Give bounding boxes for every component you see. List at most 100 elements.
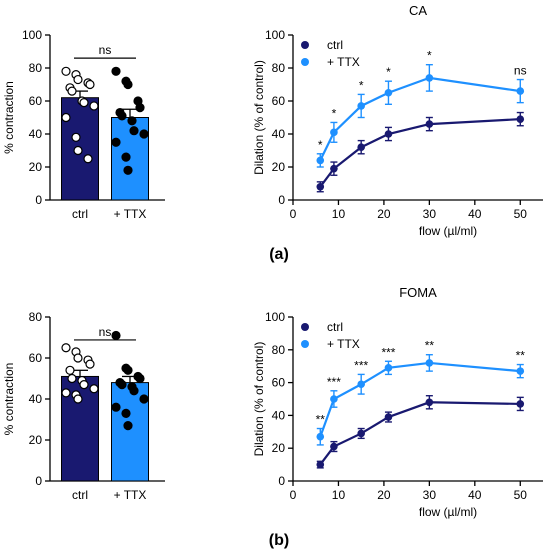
significance-label: *** xyxy=(327,375,341,389)
data-point xyxy=(384,130,393,138)
x-tick-label: ctrl xyxy=(72,488,88,502)
x-tick-label: 30 xyxy=(423,488,437,502)
y-axis-title: Dilation (% of control) xyxy=(252,60,266,175)
data-point xyxy=(61,343,71,353)
significance-label: * xyxy=(427,49,432,63)
significance-label: ** xyxy=(425,339,435,353)
data-point xyxy=(425,359,434,367)
y-tick-label: 20 xyxy=(29,160,43,174)
data-point xyxy=(85,359,95,369)
data-point xyxy=(425,398,434,407)
data-point xyxy=(357,143,365,151)
series-line xyxy=(319,401,521,466)
data-point xyxy=(121,408,131,418)
significance-label: *** xyxy=(381,345,395,359)
y-tick-label: 40 xyxy=(272,408,286,422)
y-tick-label: 60 xyxy=(272,94,286,108)
y-tick-label: 100 xyxy=(265,28,285,42)
y-tick-label: 0 xyxy=(278,474,285,488)
x-tick-label: 50 xyxy=(514,488,528,502)
data-point xyxy=(61,388,71,398)
data-point xyxy=(384,364,393,372)
x-tick-label: 50 xyxy=(514,207,528,221)
data-point xyxy=(65,365,75,375)
data-point xyxy=(73,394,83,404)
y-tick-label: 40 xyxy=(272,127,286,141)
data-point xyxy=(135,373,145,384)
series-line xyxy=(319,118,521,188)
panel-b-line-chart: FOMA 0 20 40 60 80 100 0 10 20 30 40 50 flow (µl/ml) D… xyxy=(252,285,543,519)
y-tick-label: 80 xyxy=(29,310,43,324)
data-point xyxy=(61,112,71,123)
legend-marker xyxy=(301,340,309,348)
data-point xyxy=(73,74,83,85)
x-axis-title: flow (µl/ml) xyxy=(419,224,477,238)
data-point xyxy=(316,156,325,165)
data-point xyxy=(516,367,525,375)
data-point xyxy=(357,102,365,110)
data-point xyxy=(357,429,365,438)
x-tick-label: 40 xyxy=(468,207,482,221)
legend-label: ctrl xyxy=(327,38,343,52)
legend-marker xyxy=(301,323,309,331)
x-tick-label: ctrl xyxy=(72,207,88,221)
data-point xyxy=(67,86,77,96)
legend-marker xyxy=(301,58,309,66)
data-point xyxy=(67,373,77,384)
panel-a-bar-chart: 0 20 40 60 80 100 % contraction ctrl + TTX ns xyxy=(2,28,165,221)
x-tick-label: 0 xyxy=(290,488,297,502)
data-point xyxy=(123,365,133,375)
x-tick-label: + TTX xyxy=(114,488,147,502)
data-point xyxy=(129,126,139,136)
x-tick-label: 0 xyxy=(290,207,297,221)
y-tick-label: 20 xyxy=(29,433,43,447)
data-point xyxy=(117,380,127,390)
significance-label: *** xyxy=(354,358,368,372)
significance-label: ns xyxy=(99,325,112,339)
data-point xyxy=(79,380,89,390)
y-axis-title: % contraction xyxy=(2,81,16,154)
legend-label: ctrl xyxy=(327,320,343,334)
y-tick-label: 0 xyxy=(278,193,285,207)
y-tick-label: 40 xyxy=(29,392,43,406)
data-point xyxy=(516,115,525,123)
y-tick-label: 20 xyxy=(272,160,286,174)
data-point xyxy=(79,98,89,108)
x-tick-label: 20 xyxy=(377,488,391,502)
series-line xyxy=(319,361,521,438)
x-tick-label: 40 xyxy=(468,488,482,502)
data-point xyxy=(71,132,81,142)
data-point xyxy=(123,421,133,431)
data-point xyxy=(83,154,93,164)
data-point xyxy=(316,432,325,441)
y-tick-label: 80 xyxy=(272,61,286,75)
data-point xyxy=(111,66,121,76)
significance-label: ns xyxy=(99,43,112,57)
panel-label-b: (b) xyxy=(269,532,289,549)
y-axis-title: Dilation (% of control) xyxy=(252,342,266,457)
data-point xyxy=(330,442,338,451)
data-point xyxy=(425,120,434,128)
panel-label-a: (a) xyxy=(269,246,289,263)
significance-label: ns xyxy=(514,64,527,78)
data-point xyxy=(89,101,99,111)
y-tick-label: 80 xyxy=(29,61,43,75)
y-tick-label: 100 xyxy=(22,28,42,42)
data-point xyxy=(61,66,71,76)
x-tick-label: 30 xyxy=(423,207,437,221)
series-line xyxy=(319,76,521,161)
data-point xyxy=(516,87,525,95)
x-tick-label: 10 xyxy=(332,488,346,502)
data-point xyxy=(516,400,525,408)
panel-b-bar-chart: 0 20 40 60 80 % contraction ctrl + TTX ns xyxy=(2,310,165,502)
data-point xyxy=(73,145,83,156)
legend-marker xyxy=(301,41,309,49)
data-point xyxy=(111,402,121,412)
data-point xyxy=(89,384,99,394)
data-point xyxy=(73,353,83,363)
data-point xyxy=(85,79,95,90)
y-tick-label: 60 xyxy=(272,376,286,390)
data-point xyxy=(330,128,338,137)
data-point xyxy=(316,460,325,469)
y-tick-label: 60 xyxy=(29,94,43,108)
